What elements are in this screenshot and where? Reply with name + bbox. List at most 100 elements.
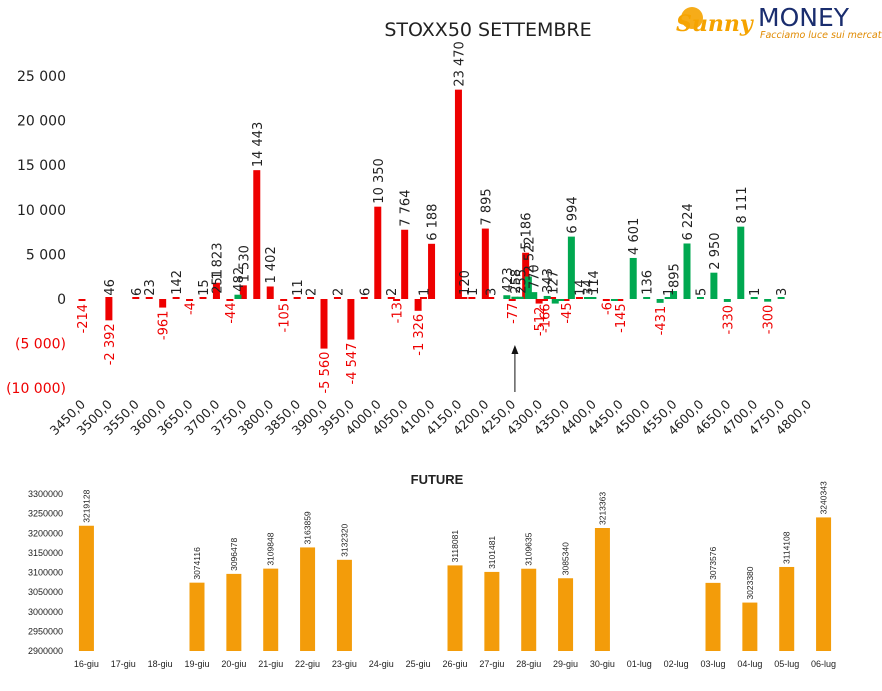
bar-value-label: -1 326 [412,314,427,356]
future-bar-value-label: 3096478 [229,538,239,571]
bar [557,299,565,301]
y-tick-label: 10 000 [17,203,66,219]
y-tick-label: 0 [57,292,66,308]
bar [516,296,524,299]
future-bar [300,547,316,651]
bar-value-label: -77 [506,303,521,324]
bar-value-label: 1 402 [264,246,279,283]
future-bar [189,582,205,651]
future-x-tick-label: 20-giu [221,659,246,669]
bar-value-label: -300 [762,305,777,335]
bar [78,299,86,301]
bar [105,297,113,299]
bar-value-label: 142 [170,270,185,295]
bar [387,297,395,299]
future-bar [336,559,352,651]
future-y-tick-label: 3300000 [28,489,63,499]
bar [535,299,543,304]
future-bar-value-label: 3023380 [745,566,755,599]
bar [696,297,704,299]
future-bar-value-label: 3114108 [782,531,792,564]
bar [280,299,288,301]
bar [186,299,194,301]
logo-brand-second: MONEY [758,3,850,32]
bar [737,226,745,299]
bar [226,299,234,301]
bar [562,299,570,301]
bar [374,206,382,299]
bar [468,297,476,299]
future-x-tick-label: 06-lug [811,659,836,669]
bar-value-label: -166 [538,303,553,333]
bar [481,228,489,299]
bar [551,299,559,304]
bar-value-label: 6 188 [426,204,441,241]
bar-value-label: -512 [533,307,548,337]
bar [629,257,637,299]
bar [524,276,532,299]
bar [454,89,462,299]
bar [360,297,368,299]
bar-value-label: 120 [458,270,473,295]
bar [549,297,557,299]
bar [543,295,551,299]
future-x-tick-label: 05-lug [774,659,799,669]
bar-value-label: 251 [210,269,225,294]
bar [401,229,409,299]
bar-value-label: 1 823 [210,243,225,280]
chart-title: STOXX50 SETTEMBRE [384,19,591,41]
bar-value-label: -961 [157,311,172,341]
bar [670,291,678,299]
bar [239,285,247,299]
bar-value-label: -214 [76,304,91,334]
logo-tagline: Facciamo luce sui mercati [760,30,882,41]
bar-value-label: 34 [582,279,597,296]
bar-value-label: 11 [291,279,306,296]
bar [105,299,113,321]
future-x-tick-label: 16-giu [74,659,99,669]
future-y-tick-label: 3050000 [28,587,63,597]
future-x-tick-label: 04-lug [737,659,762,669]
future-x-tick-label: 21-giu [258,659,283,669]
bar [333,297,341,299]
x-axis: 3450,03500,03550,03600,03650,03700,03750… [47,396,815,438]
future-y-tick-label: 2900000 [28,646,63,656]
bar-value-label: 6 994 [565,196,580,233]
bar-value-label: 343 [541,268,556,293]
future-bar-value-label: 3073576 [708,547,718,580]
bar-value-label: 6 224 [681,203,696,240]
bar [710,272,718,299]
bar-value-label: 2 522 [522,236,537,273]
future-y-tick-label: 3000000 [28,607,63,617]
future-y-tick-label: 3200000 [28,528,63,538]
bar [683,243,691,299]
bar-value-label: 770 [528,264,543,289]
bar-value-label: 23 470 [452,41,467,87]
future-x-tick-label: 19-giu [184,659,209,669]
future-bars [78,517,832,651]
price-arrow [511,345,519,392]
bar-value-label: 15 [197,279,212,296]
future-bar [484,571,500,651]
bar [428,243,436,299]
future-bar-value-label: 3085340 [561,542,571,575]
bar-value-label: 5 [694,288,709,296]
future-bar [263,568,279,651]
future-x-tick-label: 27-giu [479,659,504,669]
future-bar [447,565,463,651]
y-tick-label: 20 000 [17,114,66,130]
bar-value-label: 114 [587,270,602,295]
bar-value-label: -431 [654,306,669,336]
future-chart: FUTURE 3300000 3250000 3200000 3150000 31000… [28,472,836,669]
future-bar [742,602,758,651]
bar-value-label: -330 [721,305,736,335]
y-tick-label: 15 000 [17,158,66,174]
bar [575,297,583,299]
logo-brand-first: Sunny [676,11,755,37]
bar [522,252,530,299]
bar-value-label: 255 [514,269,529,294]
bar-value-label: -105 [278,303,293,333]
bar-value-label: 14 [573,279,588,296]
bar [419,297,427,299]
